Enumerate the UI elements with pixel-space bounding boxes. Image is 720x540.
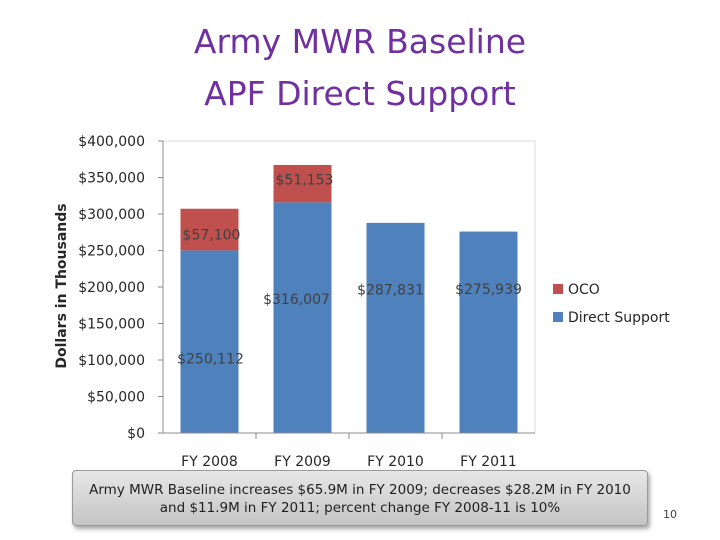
bar-direct-support: [366, 222, 425, 433]
data-label-direct-support: $316,007: [263, 292, 330, 308]
data-label-group: $250,112 $57,100 $316,007 $51,153 $287,831 $2…: [177, 173, 522, 368]
x-tick-label: FY 2009: [274, 454, 331, 470]
data-label-oco: $51,153: [276, 173, 334, 189]
data-label-direct-support: $250,112: [177, 352, 244, 368]
data-label-direct-support: $275,939: [455, 282, 522, 298]
summary-caption: Army MWR Baseline increases $65.9M in FY…: [72, 470, 648, 526]
bar-direct-support: [459, 231, 518, 433]
y-tick-label: $350,000: [78, 171, 145, 187]
bar-group: [180, 164, 518, 433]
legend: OCO Direct Support: [553, 282, 670, 326]
y-tick-label: $200,000: [78, 280, 145, 296]
page-number: 10: [663, 508, 677, 521]
y-tick-label: $400,000: [78, 134, 145, 150]
axis-group: $0 $50,000 $100,000 $150,000 $200,000 $250,00…: [54, 134, 535, 470]
bar-direct-support: [273, 202, 332, 433]
data-label-direct-support: $287,831: [357, 282, 424, 298]
y-tick-label: $250,000: [78, 244, 145, 260]
chart-subtitle: APF Direct Support: [204, 74, 516, 113]
legend-swatch: [553, 284, 563, 294]
legend-swatch: [553, 312, 563, 322]
x-tick-label: FY 2008: [181, 454, 238, 470]
x-tick-label: FY 2011: [460, 454, 517, 470]
y-tick-label: $150,000: [78, 317, 145, 333]
y-tick-label: $50,000: [87, 390, 145, 406]
x-tick-label: FY 2010: [367, 454, 424, 470]
chart-title: Army MWR Baseline: [193, 22, 527, 61]
legend-label: Direct Support: [568, 310, 670, 326]
legend-label: OCO: [568, 282, 600, 298]
data-label-oco: $57,100: [183, 228, 241, 244]
bar-oco: [273, 164, 332, 203]
y-tick-label: $0: [127, 426, 145, 442]
bar-oco: [180, 208, 239, 251]
y-axis-title: Dollars in Thousands: [54, 203, 70, 368]
y-tick-label: $100,000: [78, 353, 145, 369]
stacked-bar-chart: $250,112 $57,100 $316,007 $51,153 $287,831 $2…: [54, 134, 670, 470]
y-tick-label: $300,000: [78, 207, 145, 223]
bar-direct-support: [180, 250, 239, 433]
